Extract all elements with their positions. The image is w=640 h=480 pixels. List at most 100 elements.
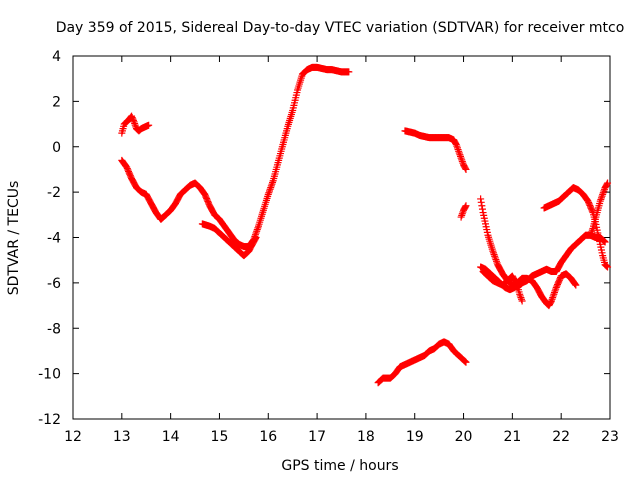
series-arc-5 (401, 127, 470, 173)
data-point (599, 189, 607, 197)
data-point (603, 180, 611, 188)
x-tick-label: 16 (259, 429, 277, 445)
series-arc-1 (118, 112, 153, 137)
data-point (458, 157, 466, 165)
y-tick-label: -10 (38, 367, 61, 383)
data-point (478, 205, 486, 213)
data-point (458, 156, 466, 164)
data-point (130, 118, 138, 126)
series-arc-3 (198, 220, 260, 260)
data-point (597, 194, 605, 202)
data-point (491, 254, 499, 262)
data-point (456, 151, 464, 159)
data-point (453, 144, 461, 152)
data-point (551, 287, 559, 295)
y-tick-label: -4 (47, 231, 61, 247)
data-point (254, 224, 262, 232)
data-point (513, 280, 521, 288)
series-arc-4 (374, 338, 470, 387)
data-point (269, 178, 277, 186)
data-point (517, 294, 525, 302)
data-point (461, 164, 469, 172)
data-point (455, 147, 463, 155)
data-point (253, 227, 261, 235)
series-arc-2 (118, 63, 353, 251)
data-point (571, 279, 579, 287)
data-point (588, 228, 596, 236)
y-tick-label: -8 (47, 321, 61, 337)
plot-area-frame (72, 55, 611, 420)
x-tick-label: 17 (308, 429, 326, 445)
x-tick-label: 19 (406, 429, 424, 445)
data-point (265, 187, 273, 195)
data-point (461, 203, 469, 211)
data-point (596, 197, 604, 205)
series-arc-6 (457, 202, 470, 221)
data-point (489, 247, 497, 255)
data-point (266, 185, 274, 193)
data-point (253, 226, 261, 234)
data-point (251, 235, 259, 243)
chart-title: Day 359 of 2015, Sidereal Day-to-day VTE… (56, 20, 625, 36)
data-point (452, 140, 460, 148)
x-tick-label: 21 (503, 429, 521, 445)
data-point (456, 152, 464, 160)
data-point (453, 142, 461, 150)
data-point (129, 116, 137, 124)
x-tick-label: 18 (357, 429, 375, 445)
data-point (598, 192, 606, 200)
y-tick-label: 2 (52, 94, 61, 110)
data-point (597, 195, 605, 203)
data-marks (118, 63, 612, 387)
data-point (548, 295, 556, 303)
data-point (549, 294, 557, 302)
data-point (462, 165, 470, 173)
data-point (131, 121, 139, 129)
data-point (457, 154, 465, 162)
x-tick-label: 22 (552, 429, 570, 445)
data-point (492, 257, 500, 265)
data-point (477, 195, 485, 203)
data-point (549, 292, 557, 300)
data-point (588, 226, 596, 234)
data-point (265, 189, 273, 197)
data-point (458, 210, 466, 218)
data-point (516, 290, 524, 298)
data-point (571, 280, 579, 288)
data-point (268, 180, 276, 188)
data-point (267, 182, 275, 190)
data-point (550, 290, 558, 298)
data-point (550, 289, 558, 297)
y-tick-label: 4 (52, 49, 61, 65)
axis-ticks: 12 13 14 15 16 17 18 19 20 21 22 23420-2-4-6-8-10-1… (38, 49, 619, 445)
series-arc-11 (586, 179, 612, 239)
x-tick-label: 14 (162, 429, 180, 445)
y-tick-label: -12 (38, 412, 61, 428)
data-point (552, 285, 560, 293)
data-point (588, 207, 596, 215)
data-point (547, 297, 555, 305)
y-tick-label: -6 (47, 276, 61, 292)
data-point (599, 190, 607, 198)
x-tick-label: 20 (455, 429, 473, 445)
data-point (455, 149, 463, 157)
data-point (518, 295, 526, 303)
data-point (252, 234, 260, 241)
x-tick-label: 13 (113, 429, 131, 445)
data-point (264, 190, 272, 198)
data-point (462, 202, 470, 210)
data-point (490, 251, 498, 259)
data-point (454, 146, 462, 154)
data-point (131, 119, 139, 127)
x-axis-label: GPS time / hours (281, 458, 398, 474)
data-point (491, 252, 499, 260)
data-point (145, 121, 153, 129)
data-point (462, 358, 470, 366)
data-point (516, 292, 524, 300)
y-tick-label: 0 (52, 140, 61, 156)
data-point (604, 179, 612, 187)
data-point (478, 202, 486, 210)
data-point (477, 198, 485, 206)
